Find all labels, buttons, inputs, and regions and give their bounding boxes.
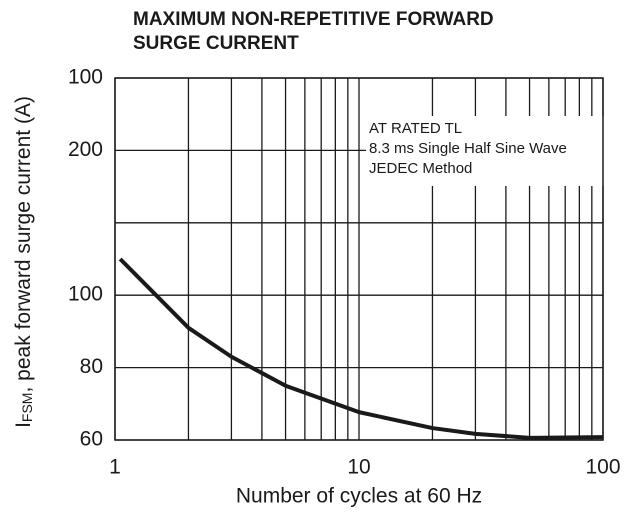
annotation: 8.3 ms Single Half Sine Wave — [369, 140, 567, 157]
chart-title: SURGE CURRENT — [133, 33, 299, 54]
x-axis-label: Number of cycles at 60 Hz — [236, 485, 482, 508]
x-tick-label: 1 — [109, 456, 121, 479]
curve — [118, 257, 604, 440]
x-tick-label: 10 — [347, 456, 370, 479]
y-tick-label: 100 — [68, 66, 103, 89]
y-tick-label: 200 — [68, 138, 103, 161]
annotation: AT RATED TL — [369, 120, 462, 137]
y-tick-label: 80 — [80, 355, 103, 378]
y-label-main: I — [12, 422, 35, 428]
y-label-rest: , peak forward surge current (A) — [12, 96, 35, 392]
annotation-box — [366, 116, 604, 186]
plot-frame — [114, 77, 604, 441]
y-tick-label: 60 — [80, 428, 103, 451]
y-tick-label: 100 — [68, 283, 103, 306]
chart-title: MAXIMUM NON-REPETITIVE FORWARD — [133, 9, 494, 30]
annotation: JEDEC Method — [369, 160, 472, 177]
y-axis-label: IFSM, peak forward surge current (A) — [12, 96, 35, 428]
y-label-sub: FSM — [19, 393, 35, 423]
x-tick-label: 100 — [585, 456, 620, 479]
